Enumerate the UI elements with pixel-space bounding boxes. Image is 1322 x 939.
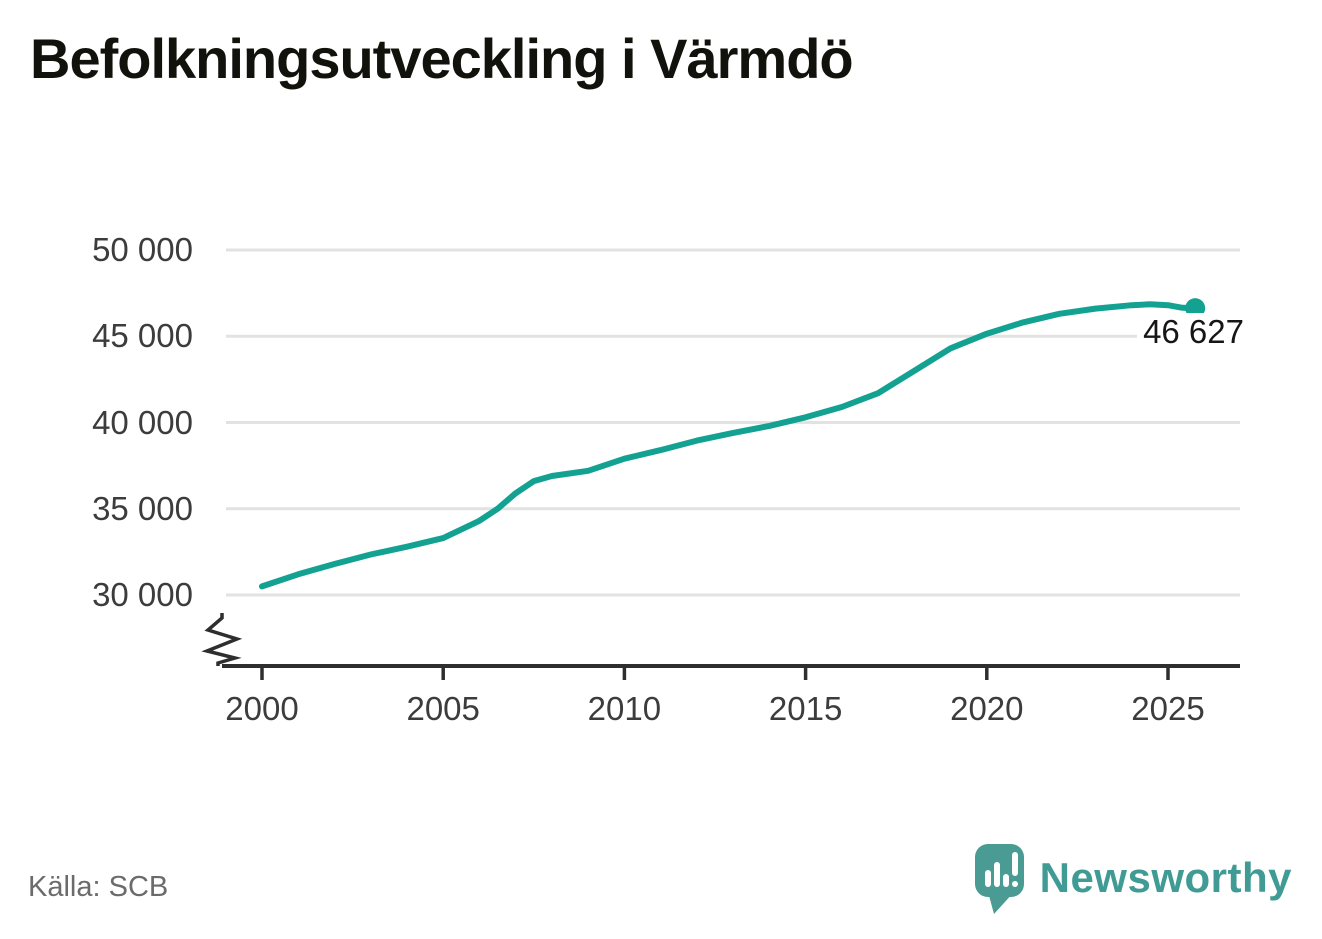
logo-exclamation-bar	[1011, 852, 1018, 876]
x-tick-label: 2015	[768, 690, 843, 727]
brand-name: Newsworthy	[1039, 854, 1292, 901]
x-tick-label: 2010	[587, 690, 662, 727]
axis-break-icon	[201, 613, 243, 666]
x-tick-label: 2020	[950, 690, 1024, 727]
y-tick-label: 45 000	[92, 317, 193, 355]
x-tick-label: 2025	[1131, 690, 1205, 727]
brand-lockup: Newsworthy	[974, 840, 1292, 916]
y-tick-label: 50 000	[92, 231, 193, 268]
logo-bubble-tail	[987, 892, 1014, 914]
chart-title: Befolkningsutveckling i Värmdö	[30, 27, 854, 90]
end-value-label: 46 627	[1137, 313, 1244, 351]
newsworthy-logo-icon	[974, 844, 1024, 914]
y-tick-label: 35 000	[92, 489, 193, 527]
source-caption: Källa: SCB	[28, 871, 169, 903]
x-tick-label: 2000	[225, 690, 299, 727]
data-line	[259, 301, 1199, 590]
logo-bar	[1002, 874, 1009, 887]
logo-exclamation-dot	[1011, 881, 1018, 887]
logo-bar	[984, 870, 991, 887]
y-tick-label: 30 000	[92, 576, 193, 613]
y-tick-label: 40 000	[92, 403, 193, 441]
x-tick-label: 2005	[406, 690, 480, 727]
logo-bar	[993, 862, 1000, 887]
